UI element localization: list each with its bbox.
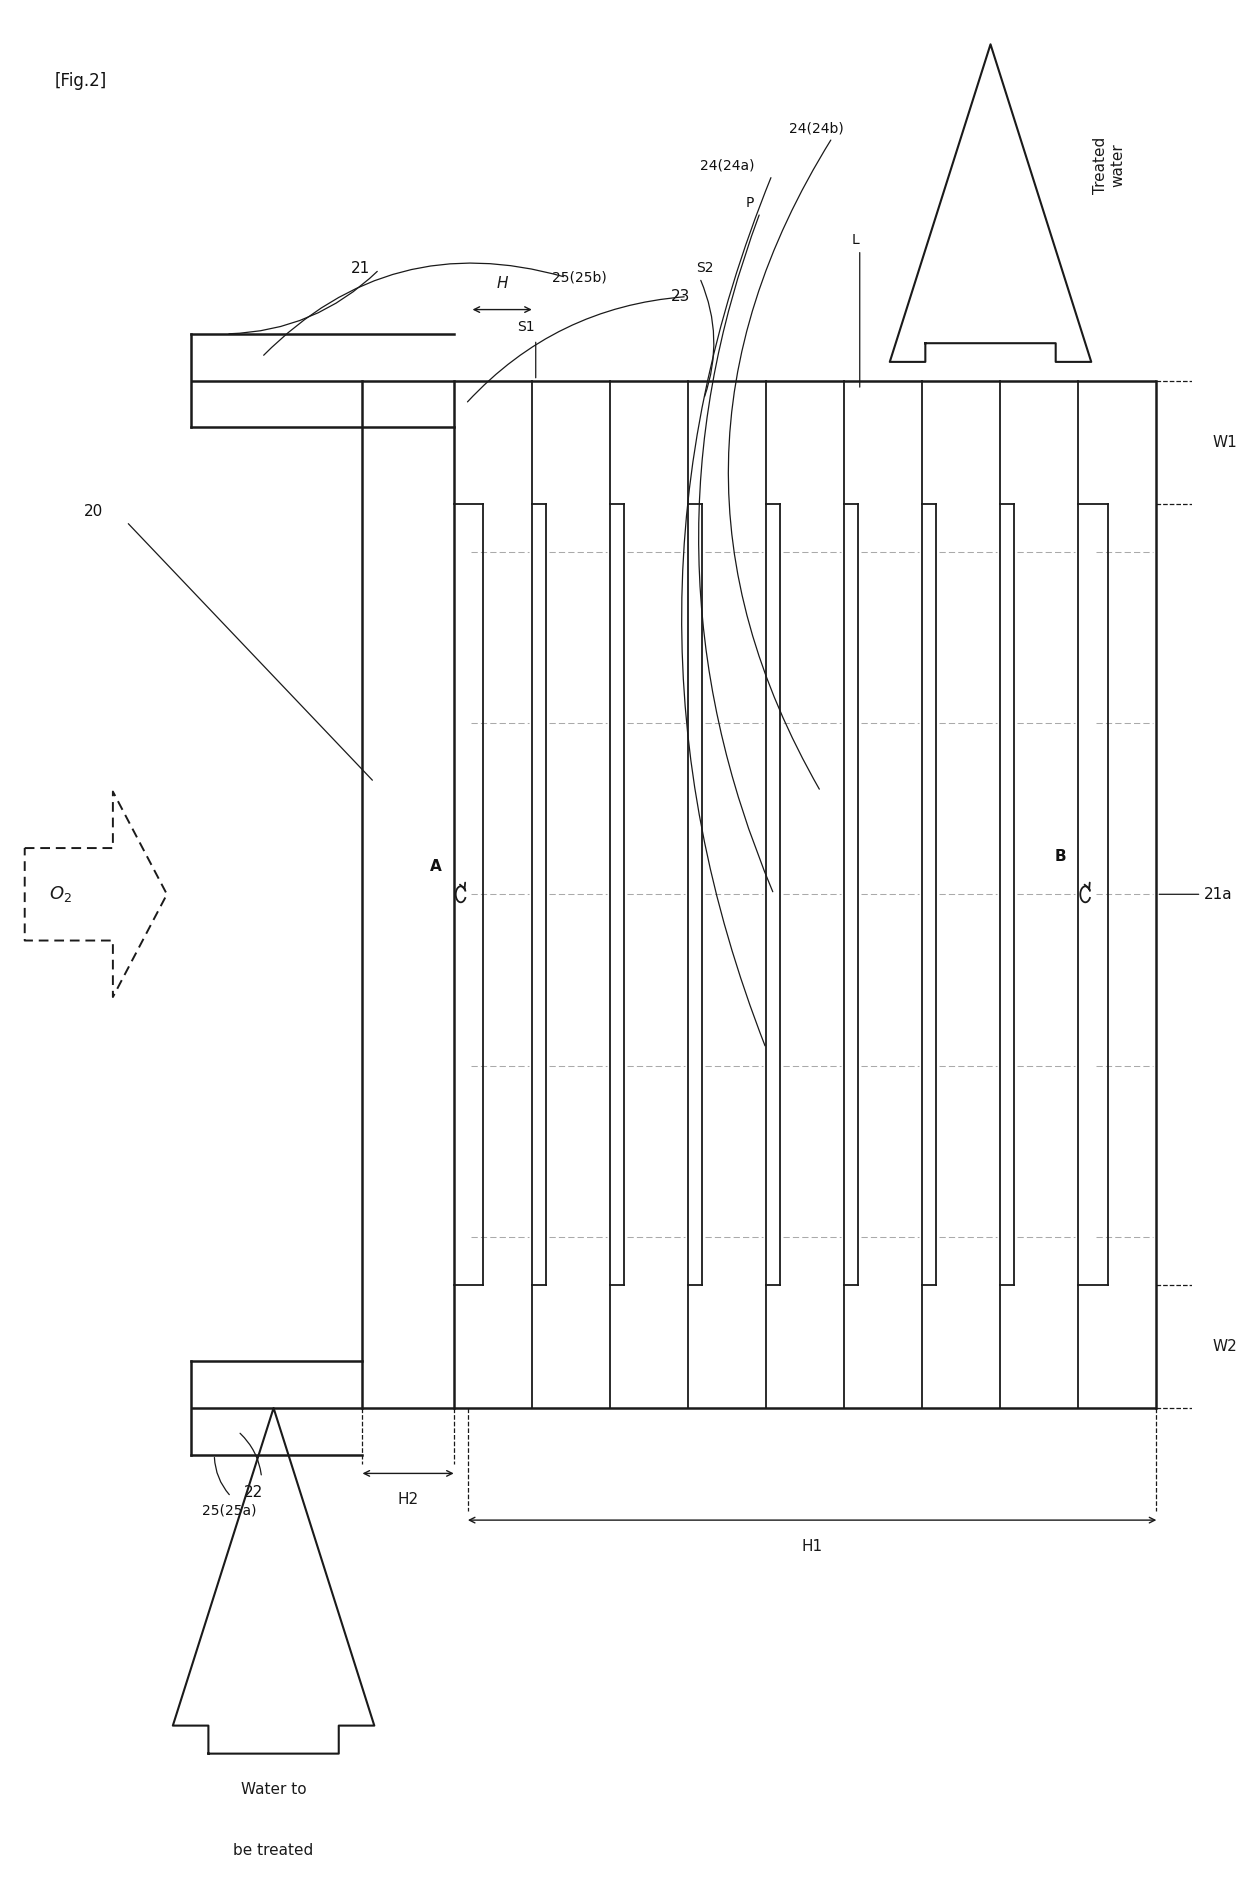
Text: S2: S2 [696,262,713,275]
Text: 21a: 21a [1204,886,1233,901]
Text: 24(24b): 24(24b) [790,120,844,136]
Text: S1: S1 [517,320,534,333]
Text: 23: 23 [671,290,689,305]
Text: Water to: Water to [241,1782,306,1797]
Text: $O_2$: $O_2$ [48,885,72,903]
Text: 24(24a): 24(24a) [699,158,754,173]
Text: [Fig.2]: [Fig.2] [55,72,107,90]
Text: L: L [852,233,859,247]
Text: B: B [1055,849,1066,864]
Text: H1: H1 [801,1539,822,1555]
Text: A: A [430,858,441,873]
Text: 20: 20 [84,504,103,519]
Text: P: P [745,196,754,211]
Text: 25(25b): 25(25b) [552,271,606,284]
Text: be treated: be treated [233,1842,314,1858]
Text: W2: W2 [1213,1338,1236,1353]
Text: Treated
water: Treated water [1092,137,1125,194]
Text: H: H [496,277,508,292]
Text: 25(25a): 25(25a) [202,1504,257,1517]
Text: 22: 22 [244,1485,263,1500]
Text: H2: H2 [398,1492,419,1507]
Text: 21: 21 [351,262,370,277]
Text: W1: W1 [1213,435,1236,450]
